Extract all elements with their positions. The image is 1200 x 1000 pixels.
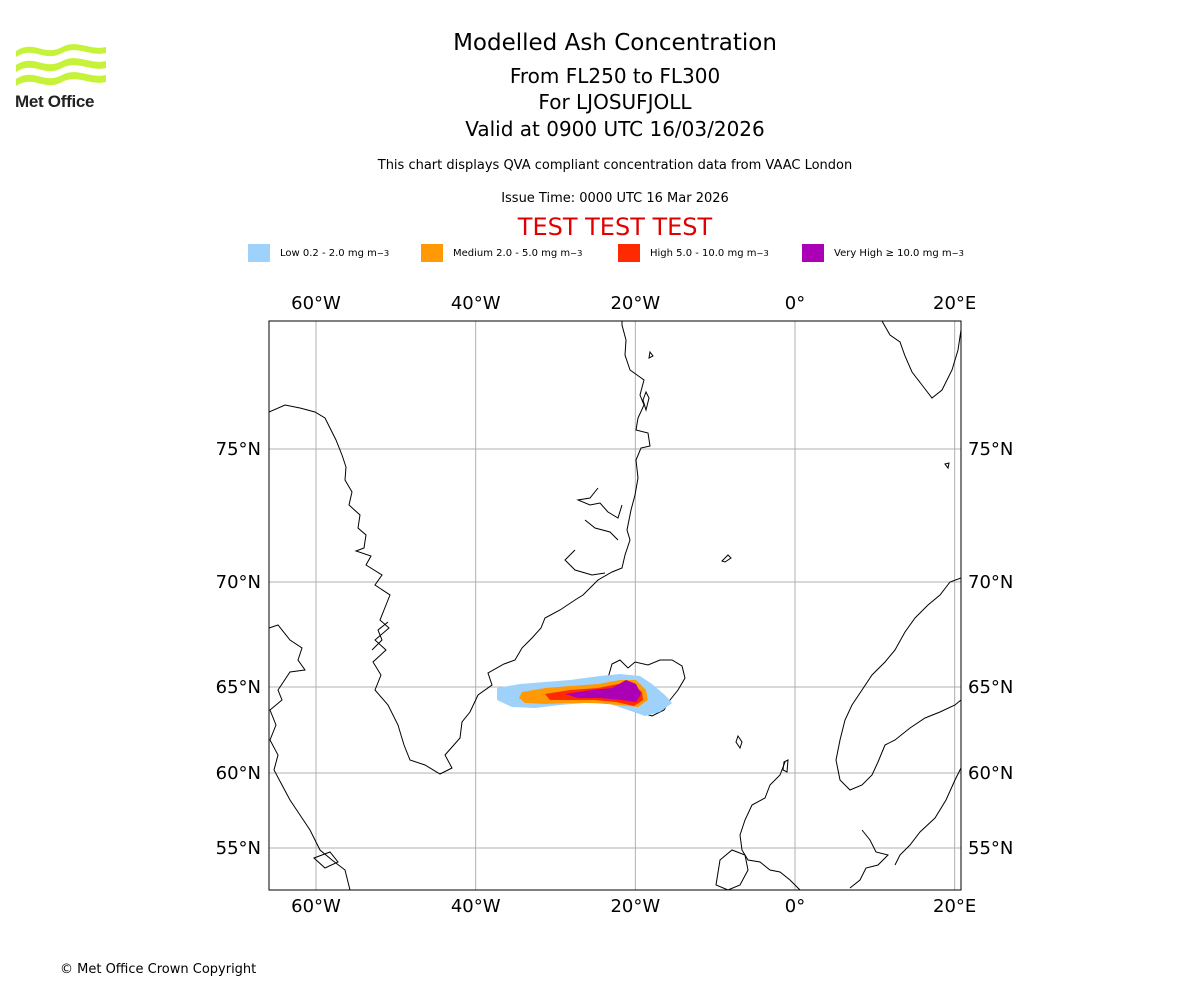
lat-label-left: 65°N	[216, 677, 261, 698]
legend-label-very-high: Very High ≥ 10.0 mg m	[834, 247, 952, 259]
greenland-coast	[269, 321, 651, 775]
greenland-fjord-1	[576, 487, 623, 519]
map-background	[269, 321, 961, 890]
legend-swatch-low	[248, 244, 270, 262]
copyright: © Met Office Crown Copyright	[60, 962, 257, 977]
greenland-island-2	[648, 350, 654, 359]
greenland-fjord-2	[584, 519, 619, 541]
baffin-coast	[269, 624, 351, 890]
legend-swatch-medium	[421, 244, 443, 262]
greenland-fjord-4	[371, 621, 389, 651]
greenland-island-1	[642, 390, 650, 412]
lon-label-top: 60°W	[291, 293, 341, 314]
legend-label-medium: Medium 2.0 - 5.0 mg m	[453, 247, 571, 259]
ash-cloud	[497, 674, 672, 716]
legend-sup-low: −3	[376, 248, 390, 258]
scotland-coast	[739, 761, 801, 890]
legend-swatch-high	[618, 244, 640, 262]
valid-time: Valid at 0900 UTC 16/03/2026	[465, 117, 765, 141]
legend-label-low: Low 0.2 - 2.0 mg m	[280, 247, 377, 259]
lat-label-right: 70°N	[968, 572, 1013, 593]
lat-label-right: 75°N	[968, 439, 1013, 460]
lat-label-right: 60°N	[968, 763, 1013, 784]
legend-sup-medium: −3	[570, 248, 583, 258]
denmark-coast	[849, 829, 889, 889]
lon-label-bottom: 60°W	[291, 896, 341, 917]
lon-label-top: 20°W	[610, 293, 660, 314]
volcano-name: For LJOSUFJOLL	[538, 90, 692, 114]
tick-labels: 60°W 60°W 40°W 40°W 20°W 20°W 0° 0° 20°E 20°E 75°N…	[216, 293, 1014, 917]
legend-sup-very-high: −3	[951, 248, 964, 258]
legend-label-high: High 5.0 - 10.0 mg m	[650, 247, 757, 259]
legend-swatch-very-high	[802, 244, 824, 262]
lon-label-bottom: 20°E	[933, 896, 976, 917]
legend-item-low: Low 0.2 - 2.0 mg m −3	[248, 244, 389, 262]
bear-island	[944, 462, 950, 470]
lon-label-bottom: 0°	[785, 896, 805, 917]
norway-coast	[835, 577, 961, 791]
shetland	[782, 759, 789, 773]
flight-levels: From FL250 to FL300	[509, 64, 721, 88]
legend-sup-high: −3	[756, 248, 769, 258]
lon-label-bottom: 20°W	[610, 896, 660, 917]
jan-mayen-coast	[721, 554, 732, 563]
lat-label-right: 55°N	[968, 838, 1013, 859]
lon-label-bottom: 40°W	[451, 896, 501, 917]
test-banner: TEST TEST TEST	[517, 213, 713, 241]
lat-label-right: 65°N	[968, 677, 1013, 698]
greenland-fjord-3	[564, 549, 606, 576]
lon-label-top: 40°W	[451, 293, 501, 314]
ireland-coast	[715, 849, 749, 890]
lat-label-left: 75°N	[216, 439, 261, 460]
lon-label-top: 0°	[785, 293, 805, 314]
lat-label-left: 60°N	[216, 763, 261, 784]
lon-label-top: 20°E	[933, 293, 976, 314]
legend-item-very-high: Very High ≥ 10.0 mg m −3	[802, 244, 964, 262]
svalbard-coast	[881, 321, 961, 399]
chart-subtitle: This chart displays QVA compliant concen…	[377, 158, 853, 173]
legend-item-medium: Medium 2.0 - 5.0 mg m −3	[421, 244, 582, 262]
issue-time: Issue Time: 0000 UTC 16 Mar 2026	[501, 191, 729, 206]
lat-label-left: 70°N	[216, 572, 261, 593]
coastlines	[269, 321, 961, 890]
logo-text: Met Office	[15, 92, 95, 111]
graticule	[269, 321, 961, 890]
lat-label-left: 55°N	[216, 838, 261, 859]
faroe-islands	[735, 734, 743, 750]
sweden-coast	[894, 767, 961, 866]
ash-very-high	[565, 680, 641, 702]
legend-item-high: High 5.0 - 10.0 mg m −3	[618, 244, 769, 262]
chart-title: Modelled Ash Concentration	[453, 30, 777, 56]
met-office-logo-icon	[16, 44, 106, 86]
baffin-island-1	[313, 851, 339, 869]
map-frame	[268, 320, 962, 891]
